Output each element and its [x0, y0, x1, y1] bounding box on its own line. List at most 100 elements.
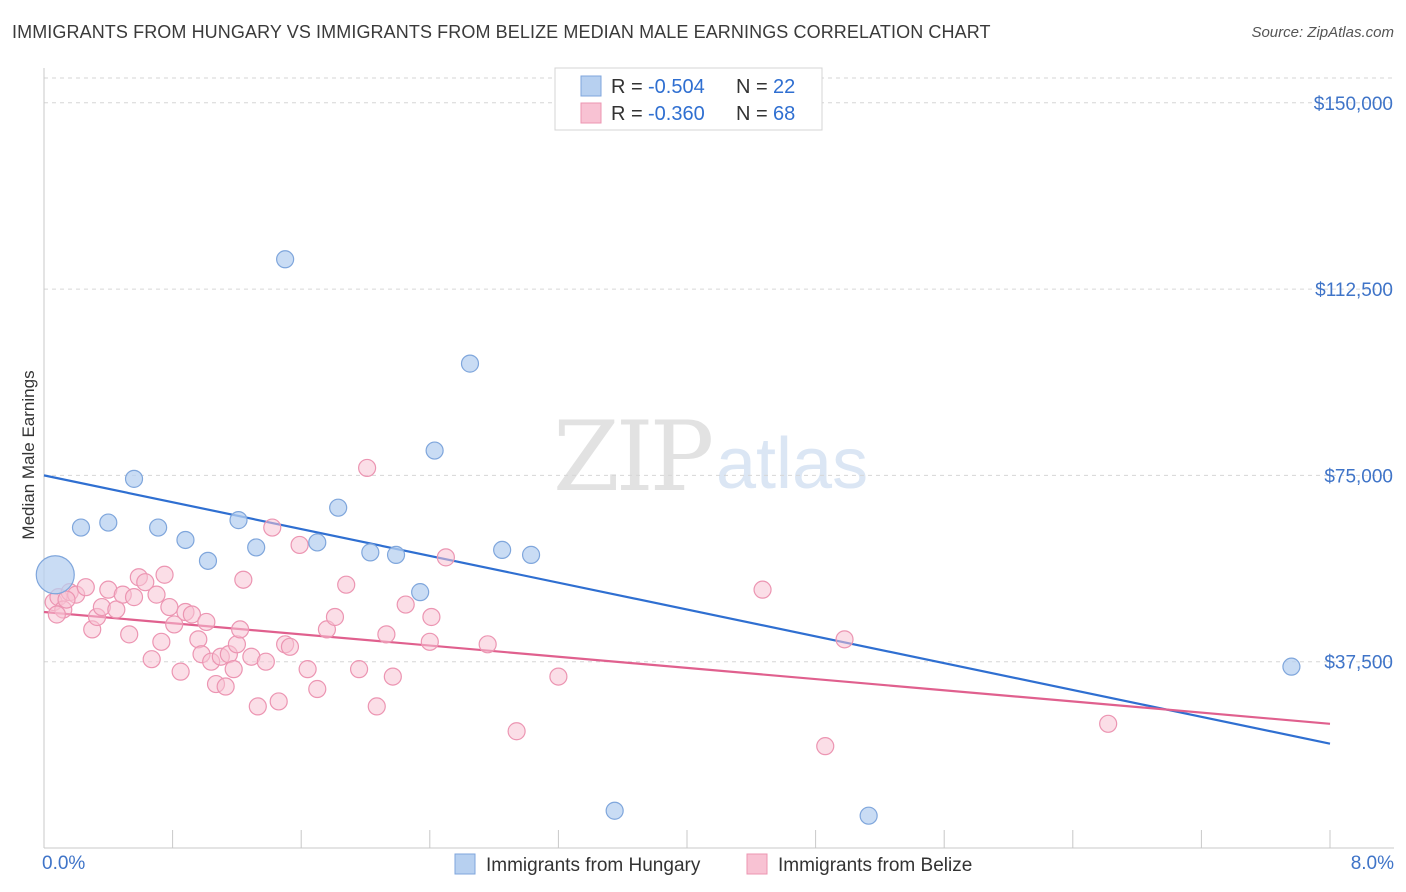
data-point-belize [298, 660, 317, 679]
legend-n-value-belize: 68 [773, 103, 795, 125]
data-point-belize [256, 652, 275, 671]
legend-r-value-hungary: -0.504 [648, 76, 705, 98]
y-tick-label-37500: $37,500 [1324, 653, 1393, 674]
legend-n-label-hungary: N = [736, 76, 768, 98]
y-tick-labels: $37,500 $75,000 $112,500 $150,000 [1314, 94, 1393, 674]
data-point-belize [835, 630, 854, 649]
data-point-hungary [99, 513, 118, 532]
trend-line-hungary [43, 474, 1331, 745]
data-point-belize [152, 632, 171, 651]
data-point-hungary [859, 806, 878, 825]
data-point-belize [436, 548, 455, 567]
data-point-hungary [1282, 657, 1301, 676]
y-axis-label: Median Male Earnings [19, 370, 38, 539]
data-point-belize [231, 620, 250, 639]
data-point-belize [358, 458, 377, 478]
data-point-belize [57, 590, 76, 609]
data-point-hungary [493, 540, 512, 560]
data-point-hungary [521, 545, 541, 564]
watermark-atlas: atlas [716, 424, 868, 504]
data-point-hungary [276, 250, 295, 269]
data-point-belize [197, 612, 216, 632]
legend-swatch-belize [580, 102, 602, 124]
chart-title: IMMIGRANTS FROM HUNGARY VS IMMIGRANTS FR… [12, 22, 991, 42]
data-point-belize [136, 573, 155, 592]
data-point-hungary [425, 441, 444, 460]
series-legend-label-hungary: Immigrants from Hungary [486, 855, 701, 876]
data-point-belize [248, 697, 267, 716]
data-point-belize [549, 667, 568, 686]
data-point-hungary [124, 469, 144, 488]
correlation-legend: R = -0.504 N = 22 R = -0.360 N = 68 [554, 67, 823, 131]
y-tick-label-112500: $112,500 [1315, 280, 1393, 301]
axes [43, 68, 1394, 849]
data-point-hungary [247, 538, 266, 557]
legend-r-value-belize: -0.360 [648, 103, 705, 125]
data-point-belize [171, 662, 190, 681]
y-tick-label-75000: $75,000 [1324, 466, 1393, 487]
series-legend-swatch-hungary [454, 853, 476, 875]
data-point-belize [753, 580, 772, 599]
data-point-belize [1099, 714, 1118, 733]
data-point-belize [182, 605, 201, 624]
series-legend-swatch-belize [746, 853, 768, 875]
data-point-belize [325, 607, 345, 627]
data-point-belize [216, 677, 235, 696]
series-legend: Immigrants from Hungary Immigrants from … [454, 853, 972, 876]
data-point-hungary [71, 518, 91, 537]
data-point-hungary [149, 518, 168, 537]
data-point-belize [396, 595, 415, 614]
data-point-hungary [411, 583, 430, 602]
data-point-belize [290, 535, 309, 555]
legend-n-label-belize: N = [736, 103, 768, 125]
data-point-belize [349, 660, 369, 679]
data-point-belize [377, 625, 396, 644]
data-point-hungary [460, 354, 480, 373]
legend-r-label-hungary: R = [611, 76, 643, 98]
data-point-hungary [361, 543, 380, 562]
data-point-belize [269, 692, 288, 711]
data-point-belize [507, 722, 526, 741]
data-point-belize [367, 697, 386, 716]
data-point-hungary [198, 551, 218, 570]
data-point-belize [478, 635, 497, 654]
data-point-belize [47, 605, 66, 624]
data-point-belize [234, 570, 253, 589]
watermark-zip: ZIP [553, 401, 712, 513]
data-point-belize [142, 650, 161, 669]
data-point-belize [227, 635, 246, 654]
data-point-hungary [229, 511, 248, 530]
data-point-belize [280, 637, 300, 656]
data-point-belize [160, 597, 179, 617]
legend-r-label-belize: R = [611, 103, 643, 125]
legend-swatch-hungary [580, 75, 602, 97]
source-label: Source: ZipAtlas.com [1251, 24, 1394, 41]
data-points [35, 250, 1301, 825]
series-legend-label-belize: Immigrants from Belize [778, 855, 972, 876]
data-point-hungary [35, 555, 75, 595]
data-point-belize [76, 578, 95, 597]
data-point-hungary [605, 801, 624, 820]
trend-lines [43, 474, 1331, 745]
legend-n-value-hungary: 22 [773, 76, 795, 98]
data-point-belize [420, 632, 439, 651]
data-point-belize [816, 737, 835, 756]
trend-line-belize [43, 610, 1331, 725]
data-point-belize [422, 607, 441, 627]
data-point-belize [383, 667, 402, 686]
data-point-belize [308, 679, 327, 699]
y-tick-label-150000: $150,000 [1314, 94, 1393, 115]
data-point-hungary [308, 533, 327, 552]
x-tick-label-min: 0.0% [42, 853, 85, 874]
data-point-hungary [176, 530, 195, 550]
data-point-hungary [329, 498, 348, 517]
data-point-belize [263, 518, 282, 537]
data-point-belize [147, 585, 166, 604]
watermark: ZIP atlas [553, 401, 868, 513]
data-point-belize [155, 565, 174, 584]
data-point-belize [189, 630, 208, 649]
data-point-belize [124, 588, 144, 607]
data-point-hungary [386, 545, 406, 564]
data-point-belize [120, 625, 139, 644]
